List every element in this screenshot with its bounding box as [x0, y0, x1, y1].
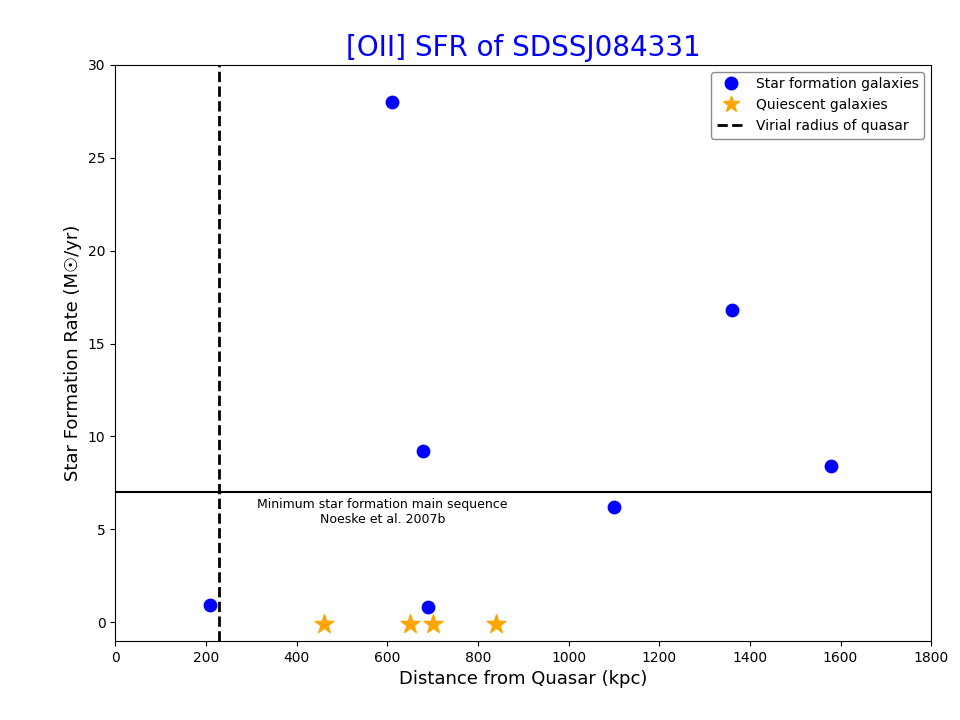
Title: [OII] SFR of SDSSJ084331: [OII] SFR of SDSSJ084331	[346, 35, 701, 63]
Text: Minimum star formation main sequence
Noeske et al. 2007b: Minimum star formation main sequence Noe…	[257, 498, 508, 526]
Legend: Star formation galaxies, Quiescent galaxies, Virial radius of quasar: Star formation galaxies, Quiescent galax…	[711, 72, 924, 139]
Star formation galaxies	[824, 460, 839, 472]
Star formation galaxies	[416, 446, 431, 457]
Y-axis label: Star Formation Rate (M☉/yr): Star Formation Rate (M☉/yr)	[64, 225, 83, 481]
X-axis label: Distance from Quasar (kpc): Distance from Quasar (kpc)	[399, 670, 647, 688]
Star formation galaxies	[606, 501, 621, 513]
Quiescent galaxies	[425, 618, 441, 630]
Star formation galaxies	[384, 96, 399, 108]
Star formation galaxies	[724, 305, 739, 316]
Star formation galaxies	[420, 602, 436, 613]
Quiescent galaxies	[316, 618, 331, 630]
Quiescent galaxies	[489, 618, 504, 630]
Star formation galaxies	[203, 600, 218, 611]
Quiescent galaxies	[402, 618, 418, 630]
